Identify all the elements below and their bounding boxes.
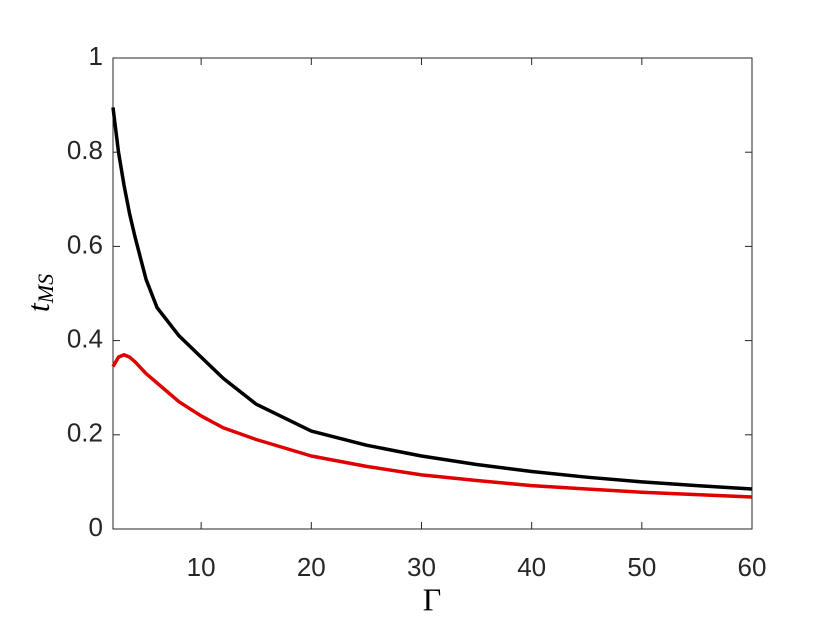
- x-tick-label: 60: [738, 552, 767, 582]
- y-axis-label-sub: MS: [33, 274, 58, 304]
- x-tick-label: 50: [627, 552, 656, 582]
- y-tick-label: 0.2: [67, 418, 103, 448]
- plot-frame: [112, 57, 753, 530]
- x-axis-label: Γ: [423, 581, 442, 617]
- y-axis-label-base: t: [20, 302, 56, 312]
- y-tick-label: 0.8: [67, 135, 103, 165]
- x-tick-label: 10: [187, 552, 216, 582]
- y-tick-label: 0: [89, 512, 103, 542]
- y-tick-label: 0.6: [67, 229, 103, 259]
- y-axis-label: tMS: [20, 274, 58, 312]
- series-line: [111, 352, 753, 499]
- y-tick-label: 1: [89, 41, 103, 71]
- y-tick-label: 0.4: [67, 323, 103, 353]
- x-tick-label: 30: [407, 552, 436, 582]
- x-tick-label: 40: [517, 552, 546, 582]
- x-tick-label: 20: [297, 552, 326, 582]
- series-line: [111, 107, 753, 491]
